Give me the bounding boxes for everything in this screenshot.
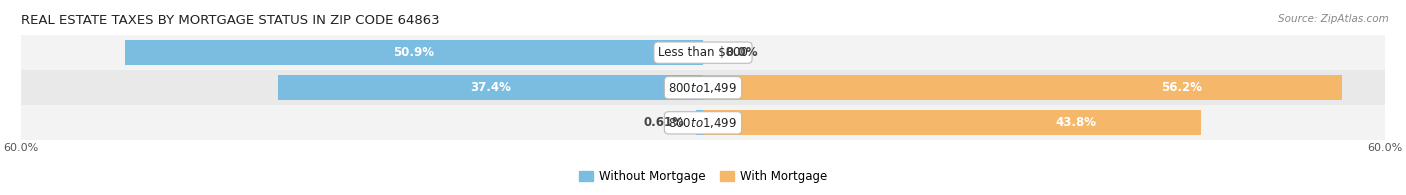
Text: REAL ESTATE TAXES BY MORTGAGE STATUS IN ZIP CODE 64863: REAL ESTATE TAXES BY MORTGAGE STATUS IN … [21, 14, 440, 27]
Bar [703, 110, 1201, 136]
Text: 43.8%: 43.8% [1056, 116, 1097, 129]
Bar [21, 105, 1385, 140]
Text: 0.0%: 0.0% [725, 46, 758, 59]
Text: 50.9%: 50.9% [394, 46, 434, 59]
Text: $800 to $1,499: $800 to $1,499 [668, 81, 738, 95]
Bar [21, 35, 1385, 70]
Bar [125, 40, 703, 65]
Bar [703, 75, 1341, 100]
Text: Less than $800: Less than $800 [658, 46, 748, 59]
Legend: Without Mortgage, With Mortgage: Without Mortgage, With Mortgage [574, 165, 832, 188]
Text: 56.2%: 56.2% [1161, 81, 1202, 94]
Text: 37.4%: 37.4% [470, 81, 510, 94]
Bar [21, 70, 1385, 105]
Text: Source: ZipAtlas.com: Source: ZipAtlas.com [1278, 14, 1389, 24]
Bar [696, 110, 703, 136]
Text: 0.61%: 0.61% [644, 116, 685, 129]
Text: $800 to $1,499: $800 to $1,499 [668, 116, 738, 130]
Bar [278, 75, 703, 100]
